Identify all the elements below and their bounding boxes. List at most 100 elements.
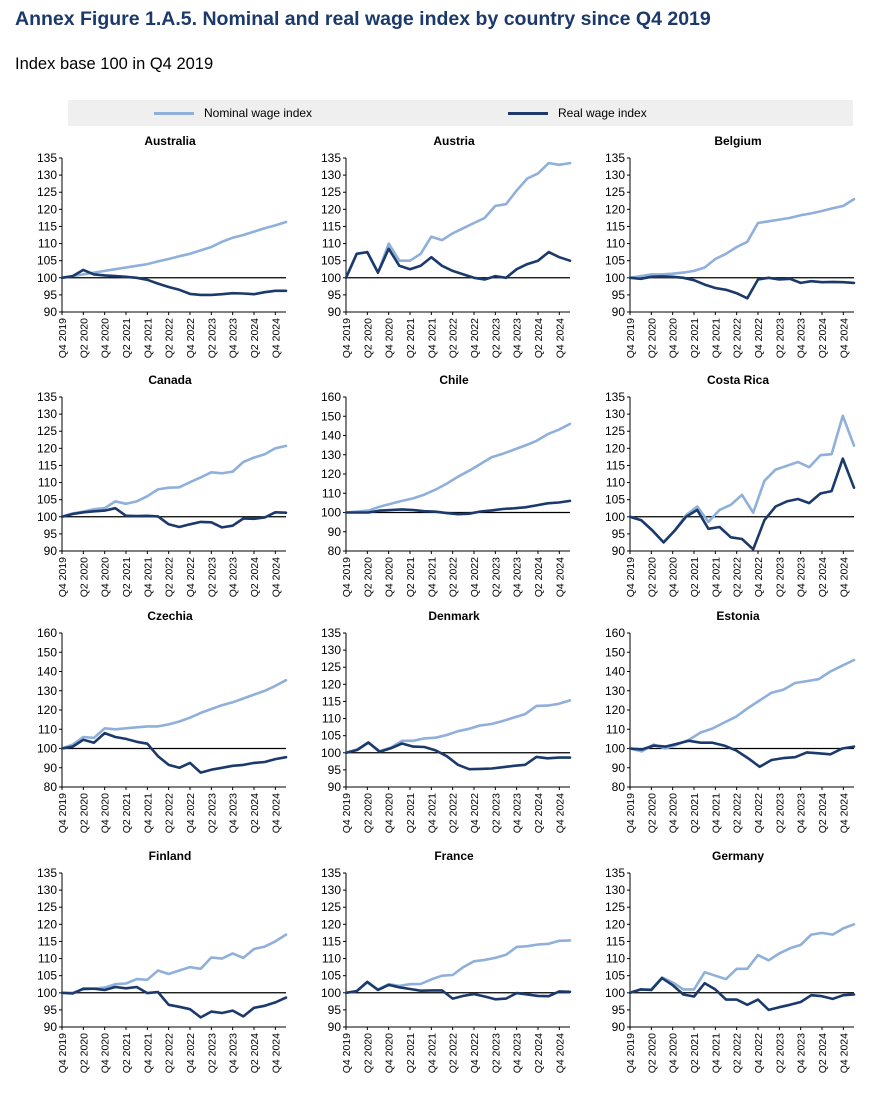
x-tick-label: Q4 2024 [554, 557, 566, 597]
x-tick-label: Q2 2020 [362, 318, 374, 358]
x-tick-label: Q4 2022 [753, 793, 765, 833]
x-tick-label: Q2 2022 [732, 318, 744, 358]
x-tick-label: Q2 2020 [362, 793, 374, 833]
y-tick-label: 90 [328, 780, 342, 794]
y-tick-label: 130 [605, 168, 625, 182]
y-tick-label: 105 [37, 969, 57, 983]
panel-title: Finland [149, 849, 192, 863]
y-tick-label: 95 [44, 527, 58, 541]
y-tick-label: 115 [38, 219, 57, 233]
panel-austria: Austria 90 95 100 105 110 115 120 125 130 135 Q4 20… [321, 134, 572, 358]
series-line-nominal [60, 444, 288, 519]
y-tick-label: 125 [605, 185, 625, 199]
y-tick-label: 150 [605, 645, 625, 659]
y-tick-label: 80 [44, 780, 58, 794]
legend-swatch-nominal [154, 111, 194, 115]
y-tick-label: 120 [321, 677, 341, 691]
panel-estonia: Estonia 80 90 100 110 120 130 140 150 160 Q4 2019 Q… [605, 609, 856, 833]
series-line-nominal [344, 939, 572, 995]
x-tick-label: Q4 2024 [838, 557, 850, 597]
series-line-real [344, 980, 572, 1001]
y-tick-label: 95 [612, 1003, 626, 1017]
y-tick-label: 150 [37, 645, 57, 659]
x-tick-label: Q2 2023 [206, 318, 218, 358]
panel-title: Estonia [716, 609, 760, 623]
y-tick-label: 110 [38, 722, 57, 736]
x-tick-label: Q4 2024 [554, 793, 566, 833]
y-tick-label: 130 [321, 448, 341, 462]
y-tick-label: 90 [44, 1020, 58, 1034]
x-tick-label: Q4 2023 [228, 1033, 240, 1073]
y-tick-label: 120 [37, 441, 57, 455]
y-tick-label: 105 [321, 254, 341, 268]
y-tick-label: 160 [605, 626, 625, 640]
y-tick-label: 135 [321, 626, 341, 640]
panel-title: Australia [144, 134, 196, 148]
x-tick-label: Q4 2020 [384, 793, 396, 833]
x-tick-label: Q2 2024 [533, 1033, 545, 1073]
x-tick-label: Q4 2019 [625, 1033, 637, 1073]
x-tick-label: Q4 2022 [469, 1033, 481, 1073]
x-tick-label: Q2 2021 [405, 793, 417, 833]
x-tick-label: Q4 2019 [341, 318, 353, 358]
y-tick-label: 100 [37, 510, 57, 524]
x-tick-label: Q2 2020 [78, 1033, 90, 1073]
y-tick-label: 125 [321, 660, 341, 674]
y-tick-label: 105 [605, 254, 625, 268]
x-tick-label: Q4 2024 [270, 318, 282, 358]
y-tick-label: 130 [37, 684, 57, 698]
x-tick-label: Q2 2021 [405, 318, 417, 358]
y-tick-label: 115 [38, 934, 57, 948]
y-tick-label: 120 [321, 202, 341, 216]
x-tick-label: Q2 2020 [646, 1033, 658, 1073]
x-tick-label: Q2 2021 [405, 1033, 417, 1073]
x-tick-label: Q4 2022 [185, 557, 197, 597]
x-tick-label: Q2 2022 [164, 318, 176, 358]
x-tick-label: Q2 2021 [689, 793, 701, 833]
y-tick-label: 115 [606, 934, 625, 948]
y-tick-label: 125 [37, 900, 57, 914]
y-tick-label: 90 [44, 544, 58, 558]
y-tick-label: 160 [321, 390, 341, 404]
x-tick-label: Q4 2020 [668, 318, 680, 358]
series-line-real [60, 268, 288, 297]
series-line-nominal [628, 922, 856, 995]
y-tick-label: 90 [612, 1020, 626, 1034]
x-tick-label: Q4 2022 [185, 318, 197, 358]
panel-finland: Finland 90 95 100 105 110 115 120 125 130 135 Q4 20… [37, 849, 288, 1073]
x-tick-label: Q4 2022 [753, 1033, 765, 1073]
legend-swatch-real [508, 111, 548, 115]
x-tick-label: Q2 2023 [774, 557, 786, 597]
x-tick-label: Q4 2022 [185, 793, 197, 833]
y-tick-label: 90 [612, 761, 626, 775]
y-tick-label: 105 [605, 969, 625, 983]
y-tick-label: 90 [612, 544, 626, 558]
series-line-nominal [60, 678, 288, 750]
series-line-nominal [344, 699, 572, 755]
x-tick-label: Q4 2021 [710, 318, 722, 358]
x-tick-label: Q2 2023 [206, 793, 218, 833]
y-tick-label: 135 [605, 151, 625, 165]
y-tick-label: 100 [321, 986, 341, 1000]
y-tick-label: 110 [322, 237, 341, 251]
y-tick-label: 135 [37, 151, 57, 165]
x-tick-label: Q4 2021 [142, 1033, 154, 1073]
x-tick-label: Q4 2019 [341, 557, 353, 597]
x-tick-label: Q2 2023 [490, 557, 502, 597]
y-tick-label: 90 [328, 305, 342, 319]
x-tick-label: Q4 2022 [469, 793, 481, 833]
x-tick-label: Q4 2019 [57, 557, 69, 597]
x-tick-label: Q2 2021 [121, 557, 133, 597]
x-tick-label: Q2 2024 [249, 318, 261, 358]
panel-title: Costa Rica [707, 373, 769, 387]
x-tick-label: Q2 2022 [164, 793, 176, 833]
x-tick-label: Q4 2020 [668, 1033, 680, 1073]
panel-czechia: Czechia 80 90 100 110 120 130 140 150 160 Q4 2019 Q… [37, 609, 288, 833]
y-tick-label: 120 [605, 703, 625, 717]
x-tick-label: Q2 2024 [817, 1033, 829, 1073]
x-tick-label: Q4 2020 [100, 557, 112, 597]
y-tick-label: 80 [328, 544, 342, 558]
panel-title: Belgium [714, 134, 761, 148]
series-line-real [344, 499, 572, 516]
